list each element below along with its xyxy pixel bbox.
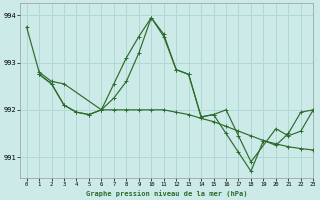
X-axis label: Graphe pression niveau de la mer (hPa): Graphe pression niveau de la mer (hPa)	[86, 190, 248, 197]
